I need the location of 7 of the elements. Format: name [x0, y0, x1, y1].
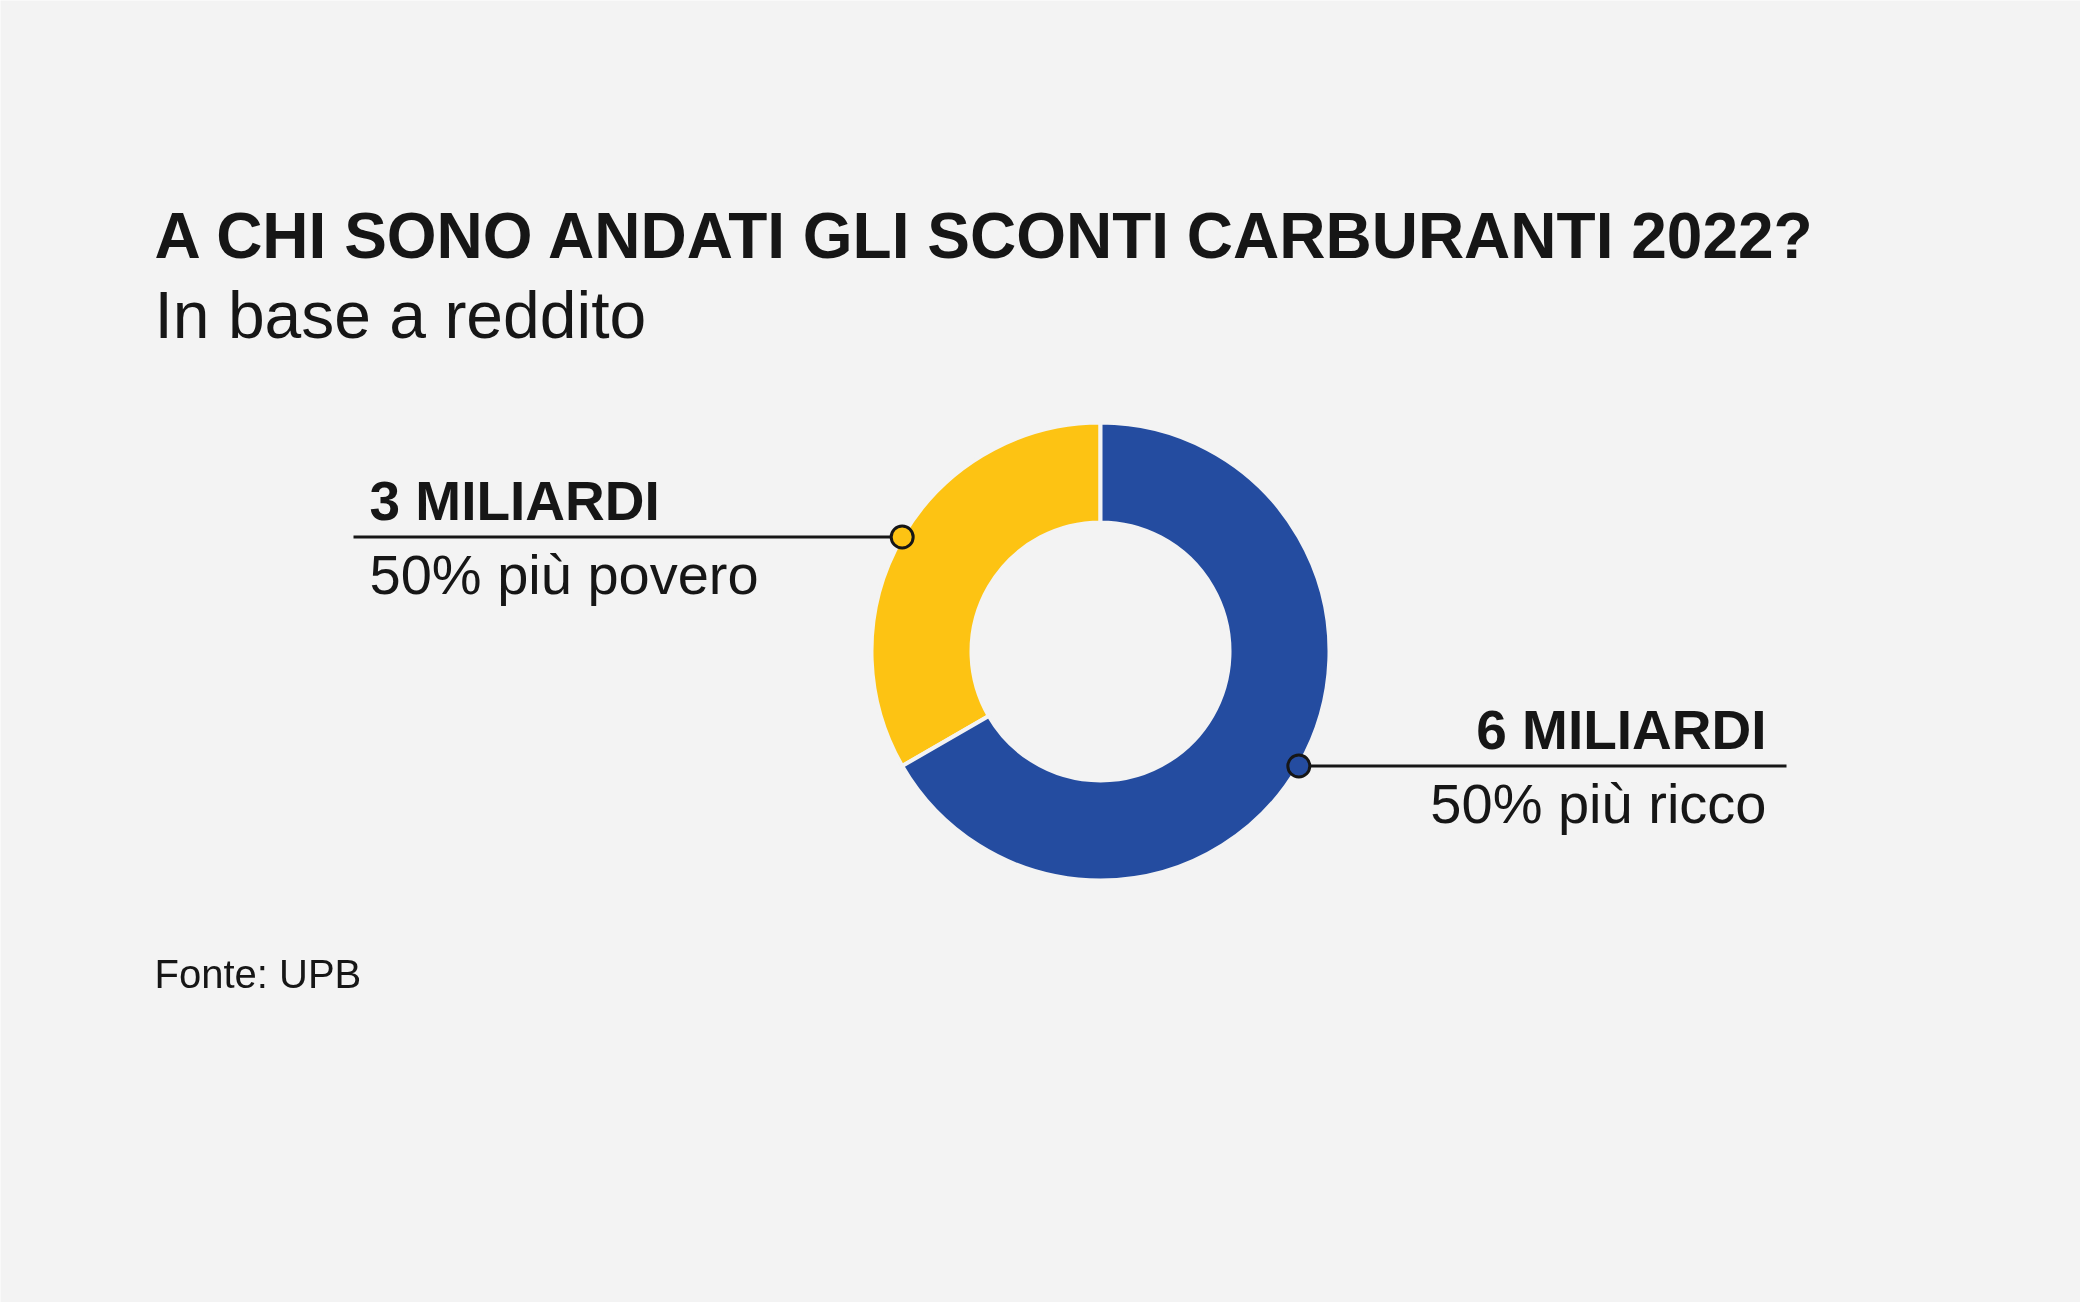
legend-label: 50% più ricco — [1430, 771, 1767, 835]
data-label: 3 MILIARDI — [369, 470, 660, 532]
chart-subtitle: In base a reddito — [154, 277, 647, 352]
chart-title: A CHI SONO ANDATI GLI SCONTI CARBURANTI 2022? — [154, 199, 1813, 272]
source-note: Fonte: UPB — [154, 951, 362, 996]
slice-label: 50% più povero — [369, 542, 759, 606]
data-label: 6 MILIARDI — [1476, 699, 1767, 761]
